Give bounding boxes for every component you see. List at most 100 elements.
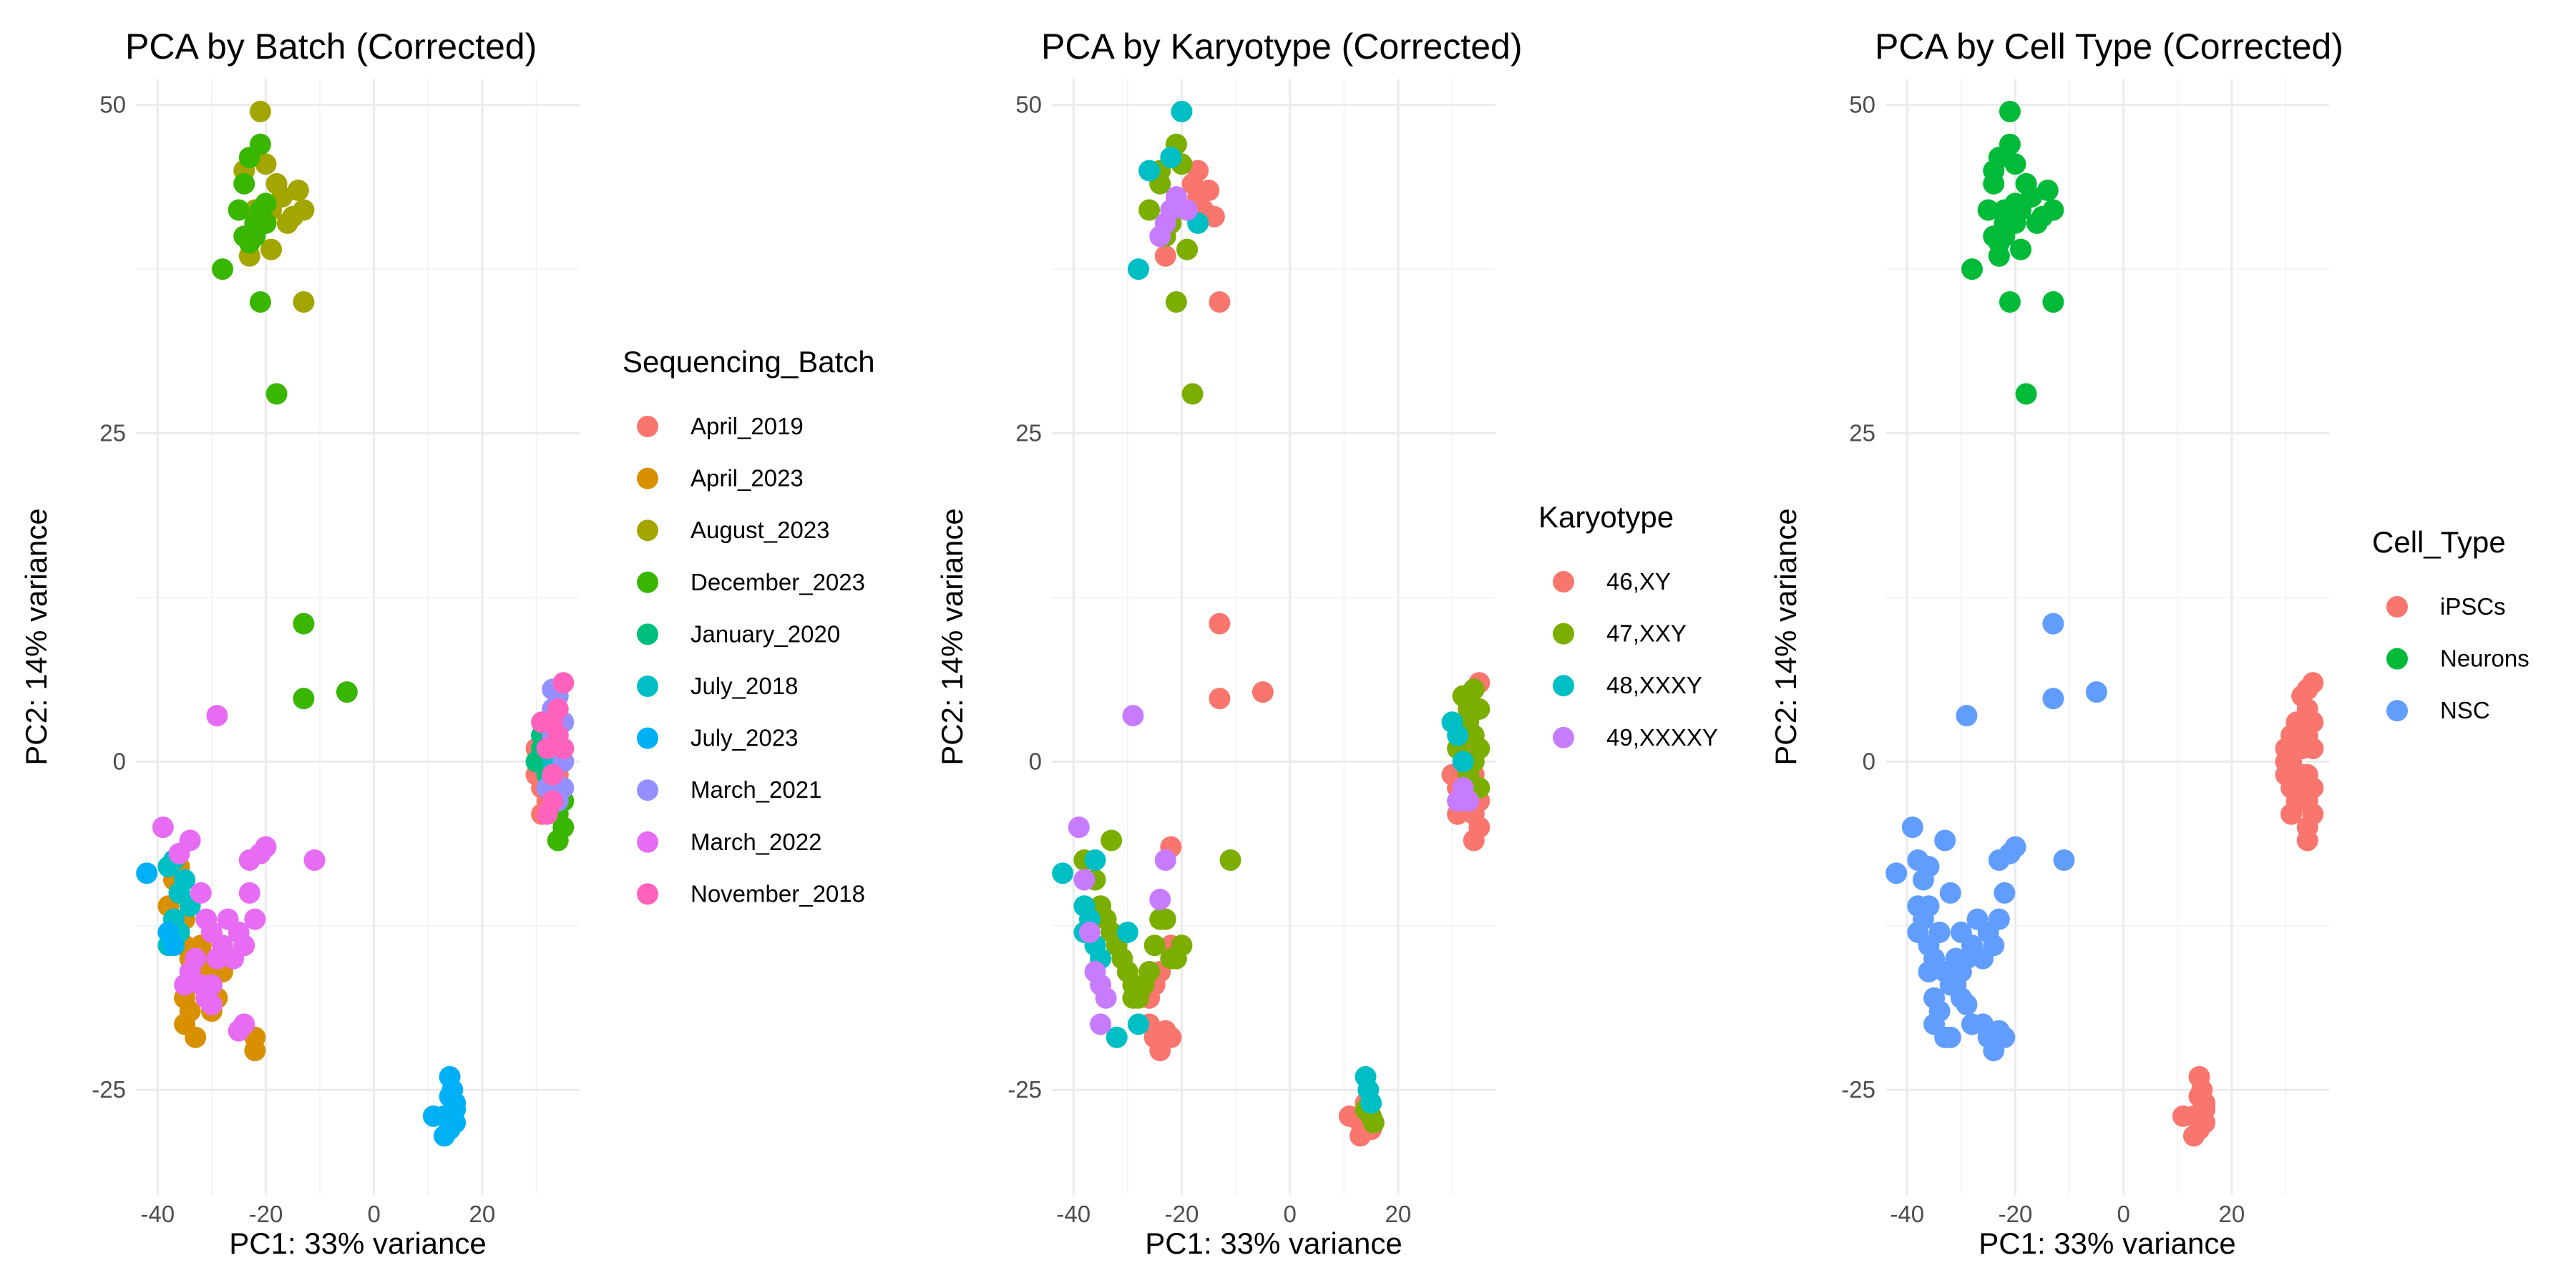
data-point [2291,738,2313,759]
data-point [1918,856,1940,878]
data-point [1127,258,1149,280]
data-point [1209,688,1231,710]
y-tick-label: 0 [1863,748,1875,774]
data-point [1154,908,1176,930]
legend-label: April_2023 [691,465,804,492]
legend-swatch [637,623,658,645]
series-neurons [1961,100,2064,405]
data-point [2302,711,2324,733]
y-tick-label: -25 [1841,1076,1875,1103]
data-point [2194,1098,2216,1121]
data-point [244,908,266,930]
data-point [552,738,575,759]
data-point [2004,192,2026,215]
data-point [1994,1026,2016,1048]
data-point [1171,100,1193,122]
data-point [1956,705,1978,727]
y-tick-label: 50 [1015,92,1042,118]
data-point [1977,199,1999,221]
chart-title: PCA by Batch (Corrected) [125,26,537,67]
data-point [2004,836,2026,858]
legend-swatch [1553,675,1574,697]
data-point [255,153,277,175]
data-point [1143,935,1166,957]
data-point [1160,1026,1182,1048]
data-point [249,291,271,313]
x-tick-label: -40 [140,1201,175,1227]
data-point [1209,291,1231,313]
legend-item-march-2021: March_2021 [637,776,821,803]
data-point [2004,212,2026,234]
data-point [2042,688,2064,710]
data-point [2172,1105,2194,1127]
legend-title: Sequencing_Batch [623,345,875,379]
data-point [2010,238,2032,260]
legend-item-47-xxy: 47,XXY [1553,620,1687,647]
legend-item-ipscs: iPSCs [2386,593,2506,620]
legend-label: 49,XXXXY [1606,724,1718,751]
data-point [536,803,558,825]
data-point [2042,199,2064,221]
data-point [1452,751,1474,773]
data-point [1176,238,1199,260]
data-point [233,935,255,957]
data-point [271,186,293,208]
y-tick-label: 0 [113,748,126,774]
legend-label: July_2018 [691,673,798,699]
data-point [1078,921,1101,943]
data-point [174,974,196,996]
data-point [2042,613,2064,635]
legend-swatch [637,675,658,697]
data-point [1154,245,1176,267]
data-point [1918,895,1940,917]
data-point [1106,1026,1128,1048]
series-47-xxy [1073,133,1491,1134]
gridlines [1052,79,1496,1195]
chart-title: PCA by Cell Type (Corrected) [1875,26,2343,67]
data-point [249,100,271,122]
legend-swatch [2386,596,2408,618]
series-july-2023 [136,862,467,1147]
legend-title: Cell_Type [2372,525,2506,559]
y-axis-label: PC2: 14% variance [1769,508,1802,766]
data-point [287,180,309,201]
legend-item-january-2020: January_2020 [637,620,840,647]
data-point [531,711,553,733]
legend-swatch [1553,623,1574,645]
legend: Sequencing_Batch April_2019 April_2023 Augu… [623,345,875,907]
x-tick-label: 20 [469,1201,496,1227]
data-point [265,383,288,405]
data-point [1999,100,2021,122]
data-point [303,849,326,871]
data-points [1052,100,1491,1147]
legend-item-november-2018: November_2018 [637,880,865,907]
legend-item-july-2018: July_2018 [637,673,798,699]
data-point [1181,383,1204,405]
data-point [190,882,212,904]
x-tick-label: 20 [2219,1201,2245,1227]
data-point [1219,849,1241,871]
data-point [547,829,569,852]
data-point [2085,681,2107,703]
legend-label: August_2023 [691,517,830,543]
data-point [1939,882,1961,904]
legend-label: July_2023 [691,725,798,751]
legend-item-neurons: Neurons [2386,645,2529,672]
data-point [1138,199,1161,221]
legend-swatch [637,571,658,593]
y-axis-label: PC2: 14% variance [935,508,969,766]
y-tick-label: 25 [99,420,126,447]
data-point [255,836,277,858]
data-point [179,829,201,852]
data-point [1165,291,1187,313]
data-point [1447,724,1469,746]
x-tick-label: -40 [1890,1201,1924,1227]
legend-swatch [637,519,658,542]
x-tick-label: 20 [1385,1201,1412,1227]
legend: Karyotype 46,XY 47,XXY 48,XXXY 49,XXXXY [1538,500,1718,751]
series-nsc [1885,613,2107,1062]
data-point [1073,869,1096,891]
data-point [211,258,233,280]
